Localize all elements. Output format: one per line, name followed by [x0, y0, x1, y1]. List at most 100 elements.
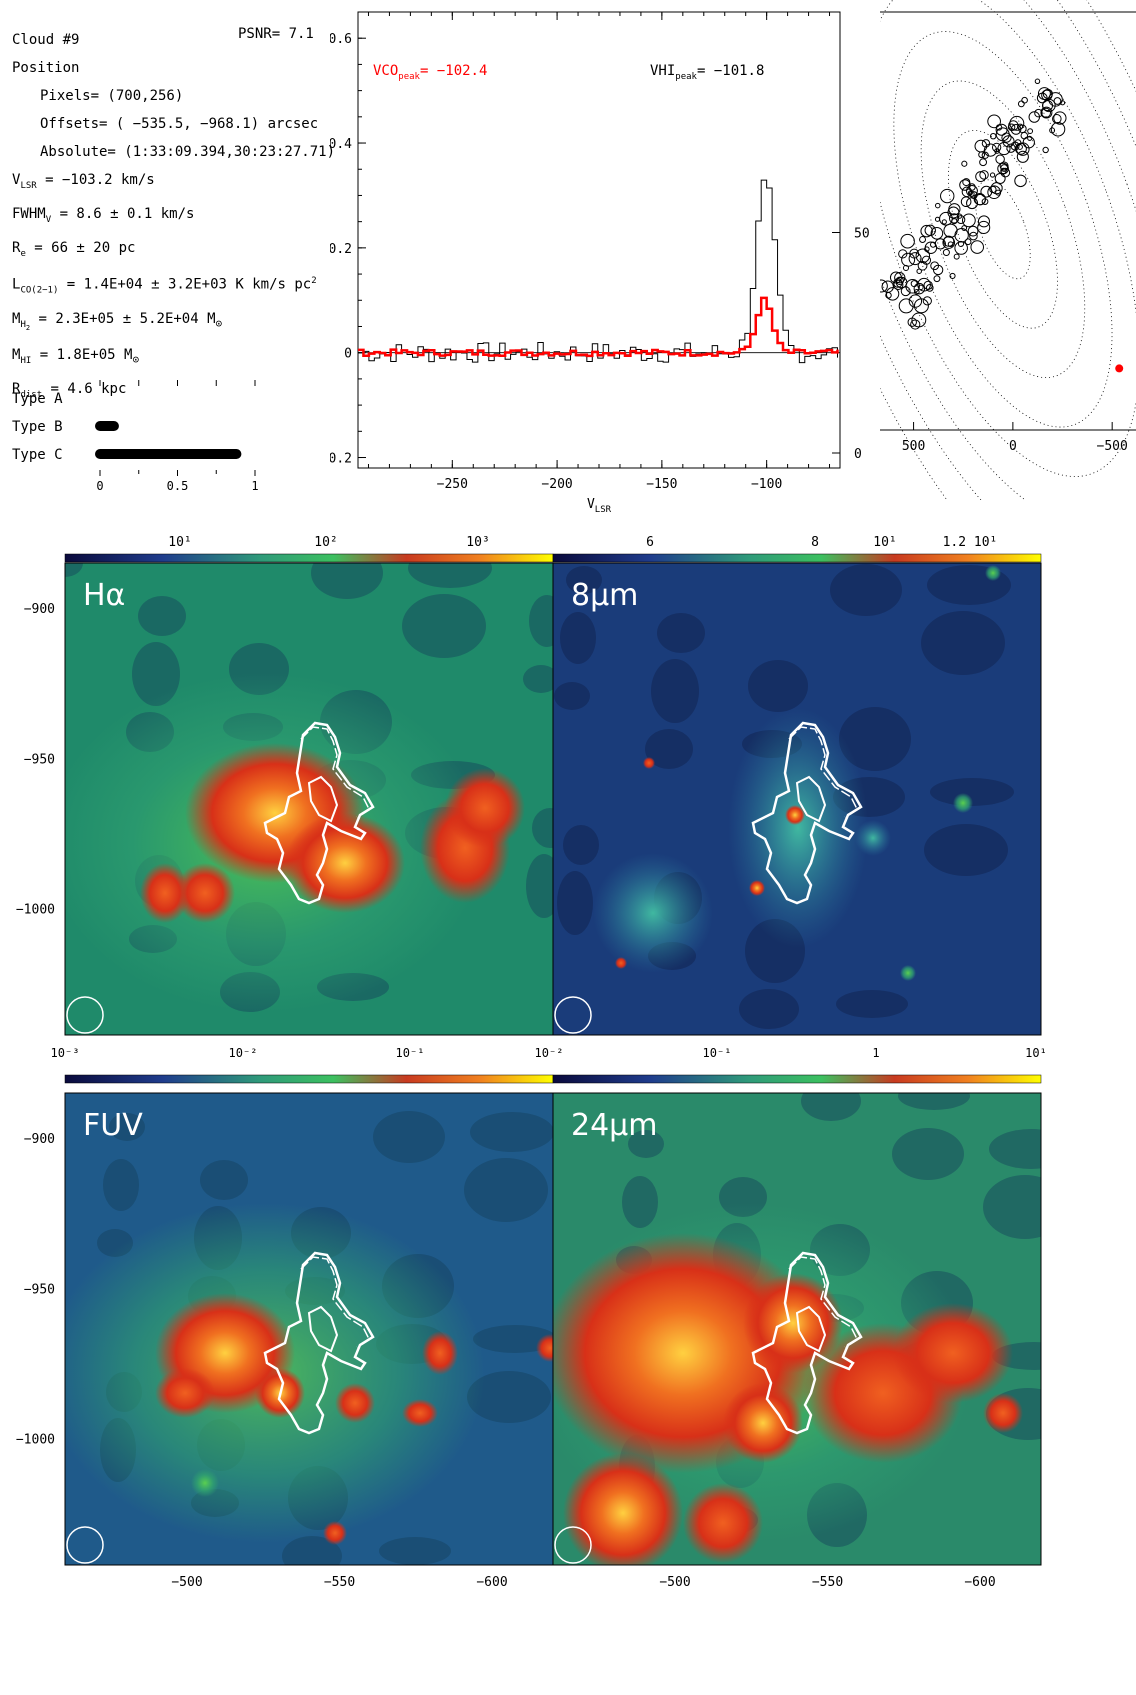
- colorbar-tick-label: 8: [811, 535, 819, 550]
- gmc-contour: [1052, 114, 1062, 124]
- colorbar-tick-label: 1: [872, 1046, 879, 1060]
- map-texture: [109, 1113, 145, 1141]
- emission-blob: [643, 757, 655, 769]
- gmc-contour: [1037, 87, 1051, 100]
- gmc-contour: [960, 196, 972, 208]
- gmc-contour: [977, 220, 991, 235]
- cloud-info: Cloud #9 Position Pixels= (700,256) Offs…: [12, 26, 352, 409]
- gmc-contour: [964, 238, 972, 246]
- gmc-contour: [925, 284, 934, 292]
- gmc-contour: [911, 312, 927, 328]
- map-texture: [930, 778, 1014, 806]
- panel-label: Hα: [83, 578, 125, 613]
- y-tick-label: 0.2: [330, 242, 352, 257]
- galaxy-ellipse: [880, 0, 1136, 500]
- map-texture: [836, 990, 908, 1018]
- gmc-contour: [1034, 108, 1043, 118]
- gmc-contour: [900, 286, 911, 297]
- gmc-contour: [908, 252, 922, 266]
- gmc-contour: [1050, 122, 1066, 137]
- map-panel: FUV: [64, 1092, 554, 1566]
- galaxy-ellipse: [880, 0, 1136, 500]
- emission-blob: [855, 820, 891, 856]
- emission-blob: [683, 1483, 763, 1563]
- map-frame: [552, 562, 1042, 1036]
- gmc-contour: [920, 224, 933, 238]
- gmc-contour: [1014, 174, 1027, 188]
- map-texture: [526, 854, 553, 918]
- gmc-contour: [981, 139, 991, 148]
- gmc-contour: [974, 139, 988, 153]
- gmc-contour: [1002, 135, 1015, 148]
- position-heading: Position: [12, 60, 80, 76]
- map-x-tick-label: −500: [171, 1575, 202, 1590]
- gmc-contour: [999, 161, 1009, 171]
- gmc-contour: [1014, 139, 1022, 146]
- map-frame: [552, 1092, 1042, 1566]
- absolute-value: Absolute= (1:33:09.394,30:23:27.71): [40, 144, 336, 160]
- galaxy-ellipse: [880, 0, 1136, 500]
- mh2-value: MH2 = 2.3E+05 ± 5.2E+04 M⊙: [12, 310, 223, 332]
- emission-blob: [983, 1393, 1023, 1433]
- panel-label: 8μm: [571, 578, 638, 613]
- vhi-peak-label: VHIpeak= −101.8: [650, 63, 764, 82]
- map-texture: [839, 707, 911, 771]
- gmc-contour: [961, 213, 976, 228]
- gmc-contour: [962, 178, 971, 187]
- y-tick-label: 0.4: [330, 137, 352, 152]
- gmc-contour: [913, 282, 926, 295]
- gmc-contour: [894, 272, 906, 284]
- gmc-contour: [977, 215, 991, 228]
- gmc-contour: [949, 272, 956, 279]
- gmc-contour: [1009, 115, 1025, 131]
- map-texture: [132, 642, 180, 706]
- beam-circle: [554, 996, 592, 1034]
- emission-blob: [536, 1334, 553, 1362]
- colorbar-tick-label: 10¹: [168, 535, 191, 550]
- colorbar-tick-label: 10²: [314, 535, 337, 550]
- gmc-contour: [956, 213, 963, 219]
- gmc-contour: [917, 277, 931, 292]
- map-texture: [830, 564, 902, 616]
- type-tick-label: 0: [96, 479, 103, 493]
- gmc-contour: [929, 241, 937, 248]
- emission-blob: [893, 1303, 1013, 1403]
- y-tick-label: −0.2: [330, 452, 352, 467]
- colorbar-tick-label: 10⁻²: [229, 1046, 258, 1060]
- map-texture: [566, 566, 602, 594]
- gmc-contour: [994, 148, 1000, 154]
- map-texture: [801, 1093, 861, 1121]
- gmc-contour: [880, 279, 888, 293]
- gmc-contour: [1020, 131, 1029, 140]
- lco-value: LCO(2−1) = 1.4E+04 ± 3.2E+03 K km/s pc2: [12, 276, 317, 296]
- emission-blob: [140, 863, 190, 923]
- colorbar-middle: [552, 1074, 1042, 1084]
- colorbar-tick-label: 1.2 10¹: [943, 535, 998, 550]
- gmc-contour: [965, 184, 978, 197]
- gmc-contour: [974, 193, 986, 206]
- gmc-contour: [934, 216, 941, 222]
- map-texture: [529, 595, 553, 647]
- galaxy-ellipse: [975, 179, 1031, 280]
- gmc-contour: [987, 114, 1001, 129]
- pixels-value: Pixels= (700,256): [40, 88, 184, 104]
- spectrum-frame: [357, 11, 841, 469]
- galaxy-ellipse: [880, 0, 1136, 477]
- map-texture: [563, 825, 599, 865]
- emission-blob: [191, 1469, 219, 1497]
- gmc-contour: [959, 179, 971, 191]
- colorbar-tick-label: 10⁻¹: [703, 1046, 732, 1060]
- gmc-contour: [1016, 150, 1029, 163]
- y-tick-label: 0.6: [330, 32, 352, 47]
- x-tick-label: −100: [751, 477, 782, 492]
- gmc-contour: [908, 294, 923, 308]
- map-x-tick-label: −600: [476, 1575, 507, 1590]
- map-texture: [379, 1537, 451, 1565]
- gmc-contour: [909, 248, 920, 259]
- emission-blob: [615, 957, 627, 969]
- colorbar-top: [64, 553, 554, 563]
- map-texture: [657, 613, 705, 653]
- galaxy-x-tick-label: −500: [1097, 439, 1128, 454]
- gmc-contour: [979, 170, 989, 180]
- gmc-contour: [954, 241, 968, 255]
